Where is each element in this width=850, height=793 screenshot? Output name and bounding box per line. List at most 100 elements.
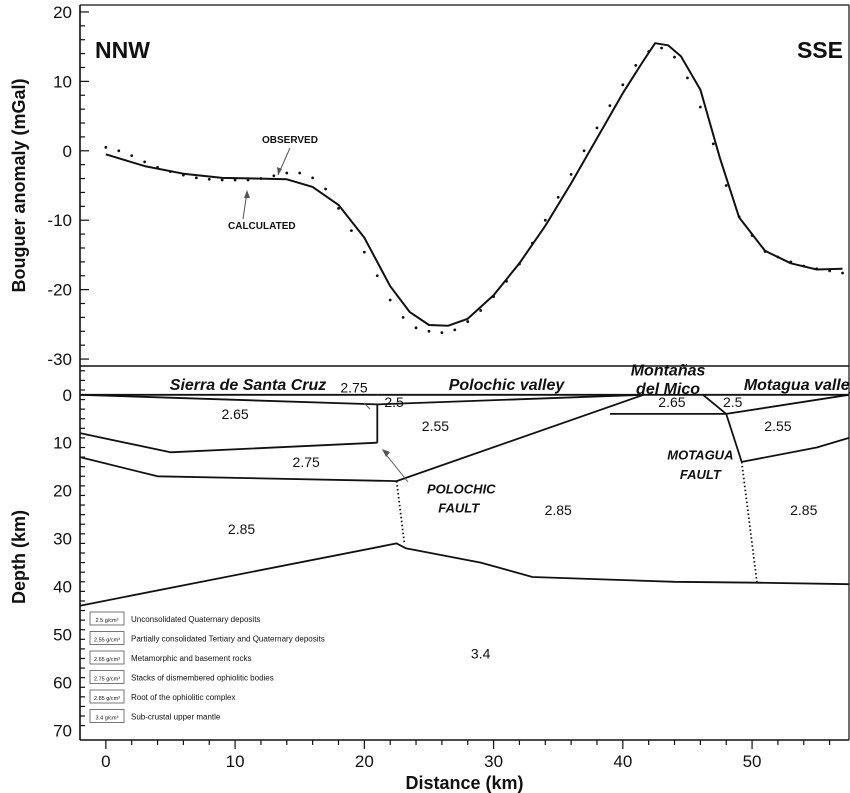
observed-anomaly-point [698, 105, 702, 109]
legend-density: 2.65 g/cm³ [94, 657, 120, 663]
observed-anomaly-point [828, 269, 832, 273]
observed-anomaly-point [518, 262, 521, 266]
x-tick-label: 0 [101, 752, 110, 771]
section-label: 2.85 [545, 502, 572, 518]
x-axis-label: Distance (km) [405, 773, 523, 793]
section-label: 2.55 [764, 418, 791, 434]
legend-description: Stacks of dismembered ophiolitic bodies [131, 674, 274, 683]
fault-extension-line [395, 480, 406, 544]
observed-anomaly-point [259, 177, 263, 180]
depth-y-tick-label: 70 [53, 721, 72, 740]
observed-anomaly-point [647, 50, 651, 53]
section-label: FAULT [680, 467, 722, 482]
section-label: Sierra de Santa Cruz [170, 377, 327, 394]
annotation-calculated: CALCULATED [228, 221, 296, 232]
observed-anomaly-point [169, 170, 172, 174]
annotation-observed-arrowhead [277, 167, 282, 175]
body-boundary-line [396, 393, 644, 482]
depth-y-tick-label: 30 [53, 530, 72, 549]
observed-anomaly-point [750, 234, 754, 237]
body-boundary-line [79, 542, 850, 607]
depth-y-tick-label: 60 [53, 673, 72, 692]
section-label: 2.85 [790, 502, 817, 518]
observed-anomaly-point [375, 274, 379, 278]
observed-anomaly-point [272, 174, 276, 178]
gravity-y-tick-label: 10 [53, 72, 72, 91]
section-label: FAULT [438, 500, 480, 515]
observed-anomaly-point [763, 250, 767, 253]
body-boundary-line [726, 393, 850, 415]
observed-anomaly-point [569, 172, 573, 176]
annotation-calculated-arrowhead [244, 190, 250, 198]
observed-anomaly-point [220, 178, 224, 182]
legend-density: 3.4 g/cm³ [96, 716, 119, 722]
gravity-y-tick-label: 20 [53, 3, 72, 22]
legend-density: 2.85 g/cm³ [94, 696, 120, 702]
x-tick-label: 40 [613, 752, 632, 771]
observed-anomaly-point [156, 166, 159, 169]
section-label: 3.4 [471, 646, 491, 662]
observed-anomaly-point [673, 55, 676, 59]
section-label: MOTAGUA [667, 448, 733, 463]
legend-density: 2.5 g/cm³ [96, 618, 119, 624]
observed-anomaly-point [350, 229, 353, 233]
observed-anomaly-point [479, 309, 483, 312]
observed-anomaly-point [841, 271, 844, 275]
observed-anomaly-point [543, 218, 547, 222]
observed-anomaly-point [737, 215, 741, 219]
observed-anomaly-point [595, 126, 599, 130]
observed-anomaly-point [194, 176, 198, 180]
legend-description: Metamorphic and basement rocks [131, 654, 252, 663]
section-label: 2.65 [221, 406, 248, 422]
polochic-fault-arrowhead [382, 449, 390, 457]
legend-description: Sub-crustal upper mantle [131, 713, 221, 722]
body-boundary-line [377, 393, 644, 406]
observed-anomaly-point [427, 329, 431, 333]
observed-anomaly-point [686, 76, 689, 80]
direction-label-sse: SSE [797, 37, 843, 63]
observed-anomaly-point [233, 178, 237, 182]
x-tick-label: 20 [355, 752, 374, 771]
depth-y-tick-label: 20 [53, 482, 72, 501]
body-boundary-line [702, 394, 727, 415]
gravity-y-tick-label: -30 [47, 350, 72, 369]
legend-description: Unconsolidated Quaternary deposits [131, 615, 260, 624]
observed-anomaly-point [453, 328, 457, 332]
observed-anomaly-point [789, 260, 793, 264]
depth-y-tick-label: 40 [53, 578, 72, 597]
section-label: Montañas [631, 362, 706, 379]
body-boundary-line [741, 437, 850, 463]
observed-anomaly-point [556, 195, 560, 199]
legend-swatch [89, 611, 125, 626]
observed-anomaly-point [608, 104, 612, 108]
section-label: 2.65 [658, 394, 685, 410]
observed-anomaly-point [492, 295, 495, 298]
observed-anomaly-point [298, 171, 302, 175]
observed-anomaly-point [466, 320, 470, 323]
observed-anomaly-point [505, 279, 508, 283]
section-label: 2.5 [384, 394, 404, 410]
observed-anomaly-point [414, 326, 418, 330]
depth-y-tick-label: 10 [53, 434, 72, 453]
observed-anomaly-point [285, 171, 289, 175]
observed-anomaly-point [660, 46, 663, 50]
legend-swatch [89, 709, 125, 723]
observed-anomaly-point [246, 178, 250, 182]
section-label: 2.5 [723, 394, 743, 410]
observed-anomaly-point [337, 207, 340, 210]
body-boundary-line [79, 456, 397, 482]
legend-density: 2.55 g/cm³ [94, 638, 120, 644]
section-label: 2.75 [293, 454, 320, 470]
section-label: Motagua valley [744, 377, 850, 394]
x-tick-label: 30 [484, 752, 503, 771]
body-boundary-line [79, 393, 378, 406]
observed-anomaly-point [530, 241, 534, 245]
legend-description: Root of the ophiolitic complex [131, 693, 236, 702]
section-label: del Mico [636, 381, 700, 398]
depth-y-tick-label: 50 [53, 626, 72, 645]
annotation-observed: OBSERVED [262, 135, 318, 146]
depth-y-tick-label: 0 [63, 386, 72, 405]
gravity-y-tick-label: -10 [47, 211, 72, 230]
observed-anomaly-point [143, 160, 147, 164]
